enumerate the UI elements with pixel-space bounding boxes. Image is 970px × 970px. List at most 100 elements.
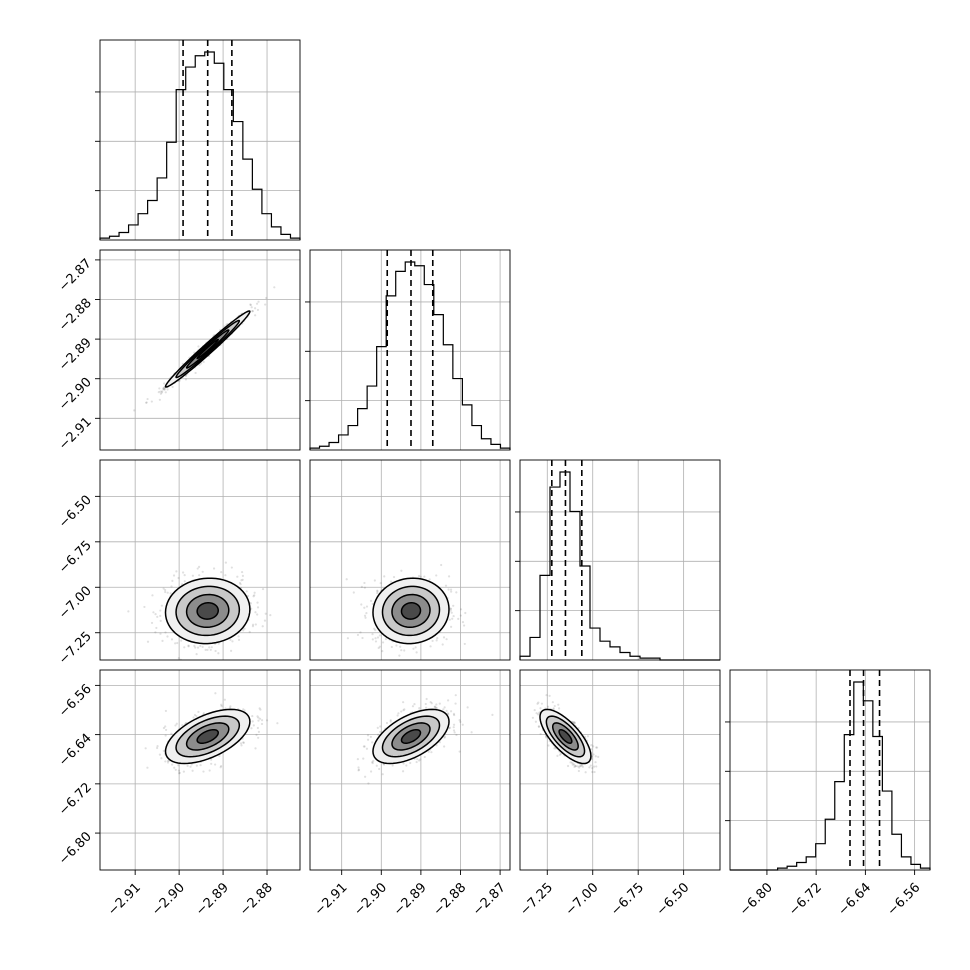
scatter-point [257,730,261,733]
scatter-point [452,729,456,732]
scatter-point [588,766,591,769]
contour-3-0-3 [196,728,219,744]
hist-frame-2 [519,459,721,661]
scatter-point [171,385,174,389]
scatter-point [198,363,201,366]
scatter-point [220,705,223,708]
hist-panel-1 [305,249,511,451]
xtick-label-2-0: −7.25 [517,880,556,919]
scatter-point [166,761,170,764]
ytick-label-3-0: −6.80 [56,829,95,868]
ytick-label-2-0: −7.25 [56,629,95,668]
scatter-point [533,708,536,712]
scatter-point [443,706,446,709]
scatter-point [156,744,159,748]
scatter-point [371,602,374,606]
scatter-point [369,770,373,773]
scatter-point [429,645,432,648]
contour-2-1-1 [381,585,441,637]
scatter-point [461,723,464,726]
scatter-point [430,751,433,754]
scatter-point [202,360,205,364]
scatter-point [389,719,392,722]
scatter-point [435,703,438,706]
scatter-point [166,635,169,638]
scatter-point [154,631,157,634]
scatter-point [256,715,259,718]
scatter-point [531,716,534,719]
scatter-point [201,570,204,573]
scatter-point [447,575,451,578]
scatter-point [157,391,160,394]
scatter-point [155,626,158,630]
scatter-point [170,585,173,588]
scatter-point [144,747,147,750]
scatter-point [553,747,556,750]
scatter-point [265,719,269,722]
scatter-point [572,762,575,765]
scatter-point [381,641,385,644]
scatter-point [223,698,226,701]
scatter-point [256,308,260,312]
scatter-point [258,707,261,710]
scatter-point [187,645,190,648]
scatter-point [591,767,594,770]
scatter-point [423,575,426,578]
scatter-point [461,620,465,624]
scatter-point [592,745,595,748]
scatter-point [253,591,256,594]
scatter-point [162,726,166,730]
scatter-point [428,578,431,581]
scatter-point [365,605,369,608]
hist-frame-3 [729,669,931,871]
scatter-point [187,644,190,647]
scatter-point [376,589,379,592]
scatter-point [398,654,401,657]
scatter-point [254,623,257,626]
scatter-point [436,637,439,640]
scatter-point [189,765,192,768]
scatter-point [194,646,197,649]
scatter-point [423,755,426,759]
ytick-label-3-1: −6.72 [56,780,95,819]
scatter-point [448,726,452,729]
scatter-point [449,710,453,713]
scatter-point [265,296,268,300]
scatter-point [363,614,367,617]
scatter-point [385,721,389,725]
ytick-label-2-2: −6.75 [56,538,95,577]
scatter-point [161,639,164,642]
scatter-point [377,646,380,650]
scatter-point [447,699,450,702]
ytick-label-1-3: −2.88 [56,296,95,335]
scatter-point [449,609,452,612]
scatter-point [548,694,551,697]
xtick-label-3-2: −6.64 [835,880,874,919]
scatter-point [452,614,455,618]
scatter-point [363,745,366,748]
scatter-point [365,747,369,750]
scatter-point [581,765,584,768]
scatter-point [160,604,163,607]
scatter-point [175,722,178,725]
scatter-point [159,392,162,395]
scatter-point [448,727,451,730]
scatter-point [434,705,437,708]
scatter-point [255,302,259,305]
hist-panel-3 [725,669,931,871]
xtick-label-1-4: −2.87 [470,880,509,919]
hist-frame-0 [99,39,301,241]
scatter-point [371,638,374,641]
xtick-label-0-2: −2.89 [193,880,232,919]
scatter-point [180,639,183,642]
ytick-label-1-1: −2.90 [56,375,95,414]
scatter-point [248,630,251,634]
scatter-point [151,594,154,597]
scatter-point [458,719,461,722]
scatter-point [449,588,453,591]
scatter-point [580,764,584,767]
pair-panel-3-0 [99,669,301,871]
scatter-point [536,702,539,705]
contour-2-1-2 [391,593,431,628]
